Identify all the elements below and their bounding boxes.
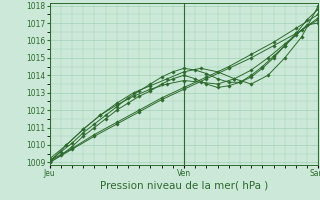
X-axis label: Pression niveau de la mer( hPa ): Pression niveau de la mer( hPa ) bbox=[100, 181, 268, 191]
